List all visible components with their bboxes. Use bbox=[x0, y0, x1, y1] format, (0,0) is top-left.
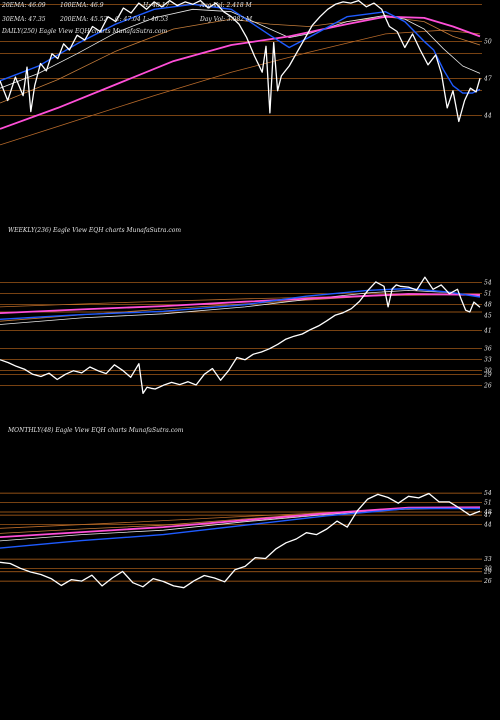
daily-series bbox=[0, 0, 481, 146]
daily-panel: 50 47 44 20EMA: 46.09 100EMA: 46.9 H: 48.1… bbox=[0, 0, 492, 146]
monthly-tick-label-4: 44 bbox=[483, 522, 492, 529]
info-200ema: 200EMA: 45.52 bbox=[59, 16, 108, 23]
daily-price-line bbox=[0, 0, 481, 123]
weekly-tick-label-1: 51 bbox=[484, 291, 492, 298]
monthly-ema20-line bbox=[0, 507, 480, 549]
monthly-tick-label-8: 26 bbox=[483, 578, 492, 585]
info-close: C: 47.04 bbox=[115, 16, 141, 23]
weekly-title: WEEKLY(236) Eagle View EQH charts Munafa… bbox=[8, 227, 181, 234]
monthly-levels bbox=[0, 492, 482, 582]
weekly-ema100-line bbox=[0, 293, 481, 314]
daily-ema200-line bbox=[0, 29, 481, 146]
info-day-vol: Day Vol: 3.982 M bbox=[199, 16, 253, 23]
daily-ema30-line bbox=[0, 8, 481, 89]
daily-ticks: 50 47 44 bbox=[483, 38, 492, 119]
weekly-tick-label-5: 36 bbox=[484, 346, 492, 353]
weekly-ema200-line bbox=[0, 294, 481, 308]
info-high: H: 48.17 bbox=[142, 2, 170, 9]
monthly-tick-label-1: 51 bbox=[484, 500, 492, 507]
weekly-ema20-line bbox=[0, 287, 481, 320]
weekly-tick-label-8: 29 bbox=[483, 371, 492, 378]
daily-ema50-line bbox=[0, 16, 481, 104]
monthly-tick-label-6: 30 bbox=[484, 566, 492, 573]
monthly-series bbox=[0, 492, 481, 589]
weekly-series bbox=[0, 276, 481, 395]
weekly-price-line bbox=[0, 276, 481, 395]
daily-tick-label-1: 47 bbox=[483, 75, 492, 82]
info-100ema: 100EMA: 46.9 bbox=[60, 2, 104, 9]
weekly-tick-label-4: 41 bbox=[483, 327, 492, 334]
info-30ema: 30EMA: 47.35 bbox=[2, 16, 46, 23]
weekly-tick-label-2: 48 bbox=[483, 302, 492, 309]
weekly-tick-label-9: 26 bbox=[483, 382, 492, 389]
monthly-tick-label-3: 47 bbox=[483, 512, 492, 519]
daily-ema20-line bbox=[0, 3, 481, 94]
weekly-tick-label-6: 33 bbox=[484, 357, 492, 364]
monthly-tick-label-0: 54 bbox=[484, 490, 492, 497]
monthly-tick-label-5: 33 bbox=[484, 556, 492, 563]
info-avg-vol: Avg Vol: 2.418 M bbox=[199, 2, 253, 9]
daily-title: DAILY(250) Eagle View EQH charts MunafaS… bbox=[1, 28, 167, 35]
monthly-tick-label-7: 29 bbox=[483, 569, 492, 576]
daily-tick-label-2: 44 bbox=[483, 112, 492, 119]
daily-levels bbox=[0, 3, 482, 116]
monthly-ema100-line bbox=[0, 506, 481, 538]
monthly-title: MONTHLY(48) Eagle View EQH charts Munafa… bbox=[7, 427, 184, 434]
info-20ema: 20EMA: 46.09 bbox=[1, 2, 46, 9]
weekly-tick-label-0: 54 bbox=[484, 280, 492, 287]
weekly-tick-label-3: 45 bbox=[483, 313, 492, 320]
info-low: L: 46.53 bbox=[142, 16, 168, 23]
monthly-tick-label-2: 48 bbox=[483, 509, 492, 516]
weekly-tick-label-7: 30 bbox=[484, 368, 492, 375]
monthly-price-line bbox=[0, 492, 481, 589]
daily-info: 20EMA: 46.09 100EMA: 46.9 H: 48.17 Avg V… bbox=[1, 2, 253, 35]
daily-ema100-line bbox=[0, 15, 481, 130]
daily-tick-label-0: 50 bbox=[484, 38, 492, 45]
